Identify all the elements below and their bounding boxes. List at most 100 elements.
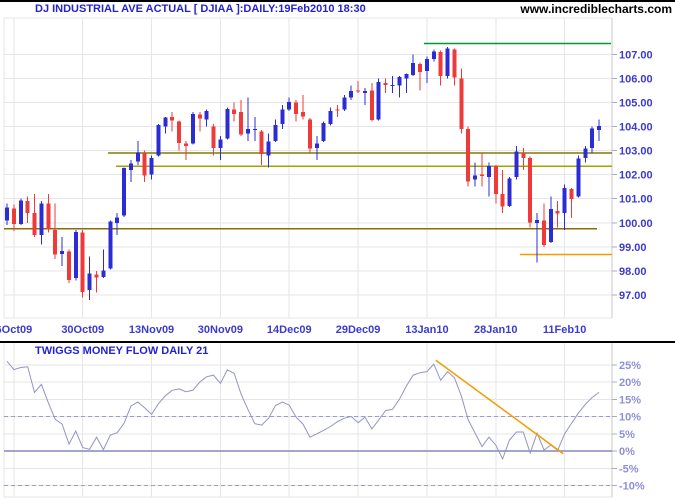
price-chart: 107.00 106.00 105.00 104.00 103.00 102.00 101.… bbox=[0, 17, 653, 336]
date-axis-label: 28Jan10 bbox=[474, 324, 517, 336]
candle-body bbox=[280, 109, 285, 125]
candle-body bbox=[569, 189, 574, 199]
candle-body bbox=[411, 62, 416, 75]
candle-body bbox=[66, 251, 71, 280]
tmf-axis-label: 20% bbox=[619, 377, 641, 389]
date-axis-label: 30Nov09 bbox=[198, 324, 243, 336]
candle-body bbox=[328, 111, 333, 125]
price-axis-label: 99.00 bbox=[619, 242, 647, 254]
candle-body bbox=[521, 152, 526, 158]
candle-body bbox=[80, 232, 85, 292]
candle-body bbox=[362, 90, 367, 93]
candle-body bbox=[493, 166, 498, 194]
candle-body bbox=[335, 109, 340, 111]
tmf-axis-label: -5% bbox=[619, 463, 639, 475]
candle-body bbox=[397, 76, 402, 86]
date-axis-label: 11Feb10 bbox=[543, 324, 586, 336]
panel-separator bbox=[0, 341, 675, 343]
candle-body bbox=[390, 84, 395, 86]
candle-body bbox=[479, 174, 484, 177]
candle-body bbox=[46, 203, 51, 230]
candle-body bbox=[5, 207, 9, 221]
price-axis-label: 100.00 bbox=[619, 218, 653, 230]
price-axis-label: 104.00 bbox=[619, 122, 653, 134]
date-axis-label: 30Oct09 bbox=[61, 324, 104, 336]
candle-body bbox=[142, 152, 147, 176]
candlesticks bbox=[5, 47, 602, 300]
candle-body bbox=[245, 129, 250, 134]
candle-body bbox=[197, 114, 202, 119]
price-gridlines bbox=[3, 17, 613, 319]
candle-body bbox=[369, 90, 374, 120]
date-axis-label: 14Dec09 bbox=[267, 324, 312, 336]
tmf-axis-labels: 25% 20% 15% 10% 5% 0% -5% -10% bbox=[612, 360, 645, 493]
candle-body bbox=[507, 178, 512, 206]
candle-body bbox=[170, 116, 175, 121]
tmf-axis-label: 5% bbox=[619, 429, 635, 441]
candle-body bbox=[183, 143, 188, 147]
price-axis-label: 105.00 bbox=[619, 97, 653, 109]
candle-body bbox=[528, 157, 533, 223]
candle-body bbox=[218, 139, 223, 149]
candle-body bbox=[39, 203, 44, 235]
candle-body bbox=[541, 220, 546, 245]
tmf-gridlines bbox=[3, 343, 613, 498]
candle-body bbox=[252, 128, 257, 130]
candle-body bbox=[94, 274, 99, 278]
tmf-axis-label: -10% bbox=[619, 481, 645, 493]
candle-body bbox=[459, 78, 464, 129]
candle-body bbox=[273, 125, 278, 141]
price-axis-label: 101.00 bbox=[619, 194, 653, 206]
date-axis-label: 13Nov09 bbox=[129, 324, 174, 336]
candle-body bbox=[307, 119, 312, 149]
top-border bbox=[0, 0, 675, 2]
candle-body bbox=[115, 217, 120, 223]
candle-body bbox=[60, 251, 65, 255]
candle-body bbox=[514, 151, 519, 178]
candle-body bbox=[128, 163, 133, 170]
tmf-axis-label: 15% bbox=[619, 394, 641, 406]
candle-body bbox=[473, 175, 478, 180]
candle-body bbox=[163, 117, 168, 127]
tmf-reference-lines bbox=[4, 416, 612, 486]
candle-body bbox=[466, 128, 471, 182]
candle-body bbox=[266, 141, 271, 156]
candle-body bbox=[156, 124, 161, 156]
candle-body bbox=[232, 109, 237, 114]
candle-body bbox=[190, 114, 195, 144]
candle-body bbox=[204, 111, 209, 120]
candle-body bbox=[108, 221, 113, 269]
candle-body bbox=[18, 200, 23, 224]
candle-body bbox=[583, 148, 588, 158]
chart-title: DJ INDUSTRIAL AVE ACTUAL [ DJIAA ]:DAILY… bbox=[35, 3, 366, 15]
price-axis-label: 103.00 bbox=[619, 146, 653, 158]
candle-body bbox=[135, 152, 140, 162]
downtrend-line bbox=[435, 359, 564, 455]
candle-body bbox=[287, 102, 292, 110]
candle-body bbox=[53, 230, 58, 255]
candle-body bbox=[445, 48, 450, 76]
tmf-axis-label: 10% bbox=[619, 412, 641, 424]
candle-body bbox=[438, 51, 443, 76]
date-axis-labels: 6Oct09 30Oct09 13Nov09 30Nov09 14Dec09 29Dec0… bbox=[0, 324, 586, 336]
candle-body bbox=[535, 219, 540, 223]
candle-body bbox=[500, 193, 505, 207]
candle-body bbox=[211, 126, 216, 149]
tmf-axis-label: 0% bbox=[619, 446, 635, 458]
candle-body bbox=[32, 213, 37, 236]
date-axis-label: 6Oct09 bbox=[0, 324, 32, 336]
candle-body bbox=[87, 273, 92, 291]
candle-body bbox=[356, 90, 361, 92]
price-axis-label: 97.00 bbox=[619, 290, 647, 302]
candle-body bbox=[239, 112, 244, 135]
candle-body bbox=[321, 123, 326, 141]
candle-body bbox=[562, 188, 567, 214]
price-axis-label: 98.00 bbox=[619, 266, 647, 278]
candle-body bbox=[576, 158, 581, 197]
candle-body bbox=[349, 91, 354, 98]
candle-body bbox=[597, 126, 602, 131]
date-axis-label: 29Dec09 bbox=[336, 324, 381, 336]
website-link[interactable]: www.incrediblecharts.com bbox=[520, 2, 672, 16]
candle-body bbox=[294, 102, 299, 114]
